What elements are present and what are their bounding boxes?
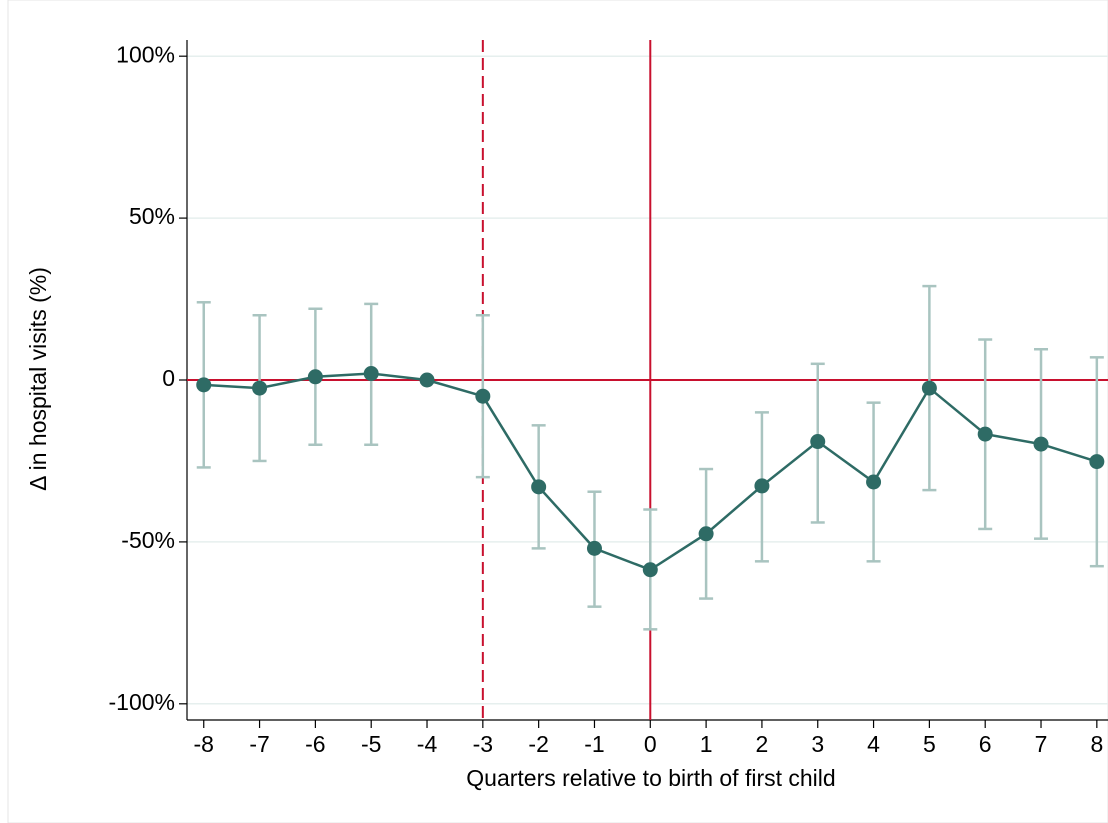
x-tick-label: -5 (361, 731, 381, 757)
data-point (921, 380, 937, 396)
x-axis-label: Quarters relative to birth of first chil… (466, 765, 835, 791)
x-tick-label: -1 (584, 731, 604, 757)
data-point (586, 540, 602, 556)
data-point (866, 474, 882, 490)
data-point (642, 562, 658, 578)
x-tick-label: 0 (644, 731, 657, 757)
x-tick-label: 7 (1035, 731, 1048, 757)
y-tick-label: -50% (121, 527, 175, 553)
data-point (307, 369, 323, 385)
x-tick-label: -6 (305, 731, 325, 757)
x-tick-label: -7 (249, 731, 269, 757)
y-tick-label: -100% (109, 689, 175, 715)
x-tick-label: 3 (811, 731, 824, 757)
x-tick-label: -8 (194, 731, 214, 757)
data-point (810, 434, 826, 450)
data-point (754, 478, 770, 494)
x-tick-label: -2 (528, 731, 548, 757)
x-tick-label: 5 (923, 731, 936, 757)
x-tick-label: 2 (756, 731, 769, 757)
data-point (475, 388, 491, 404)
data-point (419, 372, 435, 388)
frame (7, 0, 1108, 823)
data-point (1033, 436, 1049, 452)
data-point (1089, 454, 1105, 470)
x-tick-label: 1 (700, 731, 713, 757)
x-tick-label: 6 (979, 731, 992, 757)
y-tick-label: 0 (162, 365, 175, 391)
data-point (196, 377, 212, 393)
y-axis-label: Δ in hospital visits (%) (25, 267, 51, 491)
x-tick-label: 4 (867, 731, 880, 757)
x-tick-label: 8 (1090, 731, 1103, 757)
data-point (698, 526, 714, 542)
data-point (977, 426, 993, 442)
y-tick-label: 50% (129, 203, 175, 229)
x-tick-label: -3 (473, 731, 493, 757)
data-point (252, 380, 268, 396)
data-point (363, 366, 379, 382)
x-tick-label: -4 (417, 731, 438, 757)
data-point (531, 479, 547, 495)
y-tick-label: 100% (116, 41, 175, 67)
